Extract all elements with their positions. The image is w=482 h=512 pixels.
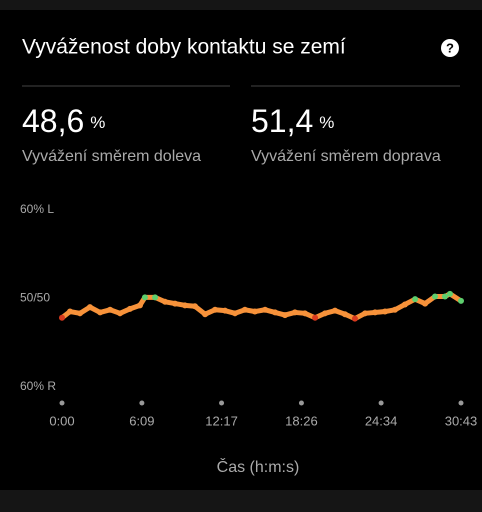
point (322, 310, 329, 317)
point (422, 300, 429, 307)
point (86, 304, 93, 311)
point (401, 301, 408, 308)
x-tick-dot (59, 400, 65, 406)
point (212, 306, 219, 313)
point (222, 307, 229, 314)
stat-unit: % (90, 113, 105, 132)
point (312, 314, 319, 321)
point (136, 302, 143, 309)
point (458, 297, 464, 304)
y-tick-label: 60% R (20, 379, 56, 393)
point (141, 294, 148, 301)
point (59, 314, 65, 321)
x-tick-label: 6:09 (129, 413, 154, 428)
point (162, 298, 169, 305)
point (76, 310, 83, 317)
x-tick-dot (458, 400, 464, 406)
x-tick-label: 12:17 (205, 413, 238, 428)
point (412, 296, 419, 303)
point (231, 310, 238, 317)
point (241, 306, 248, 313)
point (251, 308, 258, 315)
x-tick-dot (139, 400, 145, 406)
point (191, 303, 198, 310)
point (202, 311, 209, 318)
point (341, 311, 348, 318)
title: Vyváženost doby kontaktu se zemí (22, 36, 346, 59)
point (107, 306, 114, 313)
stat-number: 48,6 (22, 103, 84, 139)
help-icon-text[interactable]: ? (446, 40, 454, 55)
x-tick-label: 0:00 (49, 413, 74, 428)
point (362, 310, 369, 317)
point (126, 305, 133, 312)
point (181, 302, 188, 309)
point (301, 310, 308, 317)
point (281, 312, 288, 319)
x-tick-label: 18:26 (285, 413, 318, 428)
point (351, 315, 358, 322)
point (382, 308, 389, 315)
point (97, 309, 104, 316)
card (0, 10, 482, 490)
point (441, 293, 448, 300)
point (67, 308, 74, 315)
help-icon[interactable] (441, 39, 459, 57)
point (432, 293, 439, 300)
point (291, 309, 298, 316)
point (262, 306, 269, 313)
x-tick-dot (298, 400, 304, 406)
stat-value: 51,4% (251, 103, 334, 139)
x-axis-title: Čas (h:m:s) (217, 457, 300, 476)
point (272, 309, 279, 316)
stat-unit: % (319, 113, 334, 132)
point (172, 300, 179, 307)
point (446, 290, 453, 297)
x-tick-dot (219, 400, 225, 406)
stat-label: Vyvážení směrem doprava (251, 148, 441, 165)
point (152, 294, 159, 301)
stat-label: Vyvážení směrem doleva (22, 148, 201, 165)
y-tick-label: 50/50 (20, 291, 50, 305)
x-tick-label: 24:34 (365, 413, 398, 428)
point (372, 309, 379, 316)
x-tick-dot (378, 400, 384, 406)
point (391, 306, 398, 313)
stat-number: 51,4 (251, 103, 313, 139)
point (332, 307, 338, 314)
y-tick-label: 60% L (20, 202, 54, 216)
x-tick-label: 30:43 (445, 413, 478, 428)
point (117, 310, 124, 317)
stat-value: 48,6% (22, 103, 105, 139)
